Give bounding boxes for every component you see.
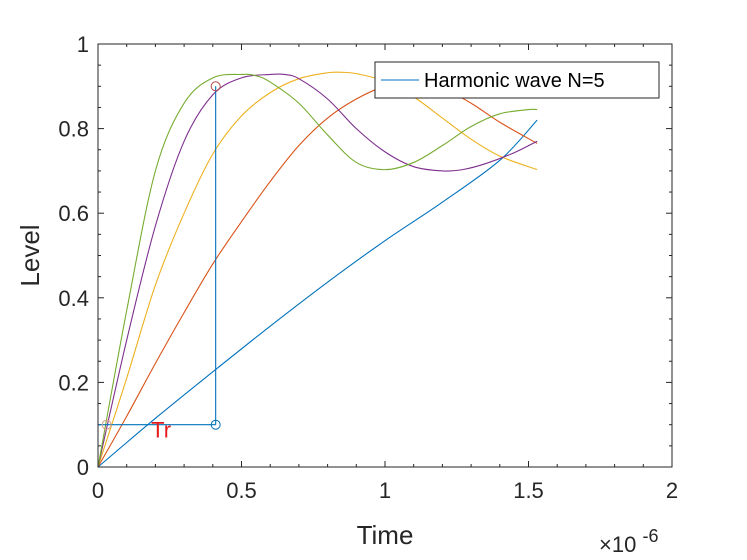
legend-entry: Harmonic wave N=5 <box>424 70 605 92</box>
y-tick-label: 0 <box>77 455 89 480</box>
series-line-5 <box>97 73 538 468</box>
x-tick-label: 0 <box>92 478 104 503</box>
series-line-4 <box>97 73 538 468</box>
x-tick-label: 2 <box>666 478 678 503</box>
x-tick-label: 0.5 <box>226 478 257 503</box>
x-tick-label: 1 <box>379 478 391 503</box>
y-tick-label: 0.6 <box>58 201 89 226</box>
series-line-3 <box>97 71 538 468</box>
y-tick-label: 0.2 <box>58 370 89 395</box>
x-exponent-base: ×10 <box>599 532 636 557</box>
rise-end-marker <box>210 81 221 92</box>
rise-time-annotation: Tr <box>98 81 221 443</box>
x-exponent-power: -6 <box>642 526 658 546</box>
x-axis-label: Time <box>357 520 414 550</box>
plot-frame <box>97 43 673 468</box>
rise-start-marker <box>101 419 112 430</box>
x-tick-label: 1.5 <box>513 478 544 503</box>
legend-box <box>374 61 660 99</box>
y-tick-label: 1 <box>77 32 89 57</box>
tick-labels: 0 0.5 1 1.5 2 0 0.2 0.4 0.6 0.8 1 <box>58 32 678 503</box>
rise-corner-marker <box>210 419 221 430</box>
legend: Harmonic wave N=5 <box>374 61 660 99</box>
plot-area <box>98 44 672 467</box>
rise-time-label: Tr <box>151 418 171 443</box>
y-tick-label: 0.4 <box>58 286 89 311</box>
x-axis-exponent: ×10 -6 <box>599 526 658 557</box>
y-tick-label: 0.8 <box>58 117 89 142</box>
series-line-1 <box>97 119 538 468</box>
y-axis-label: Level <box>15 224 45 286</box>
